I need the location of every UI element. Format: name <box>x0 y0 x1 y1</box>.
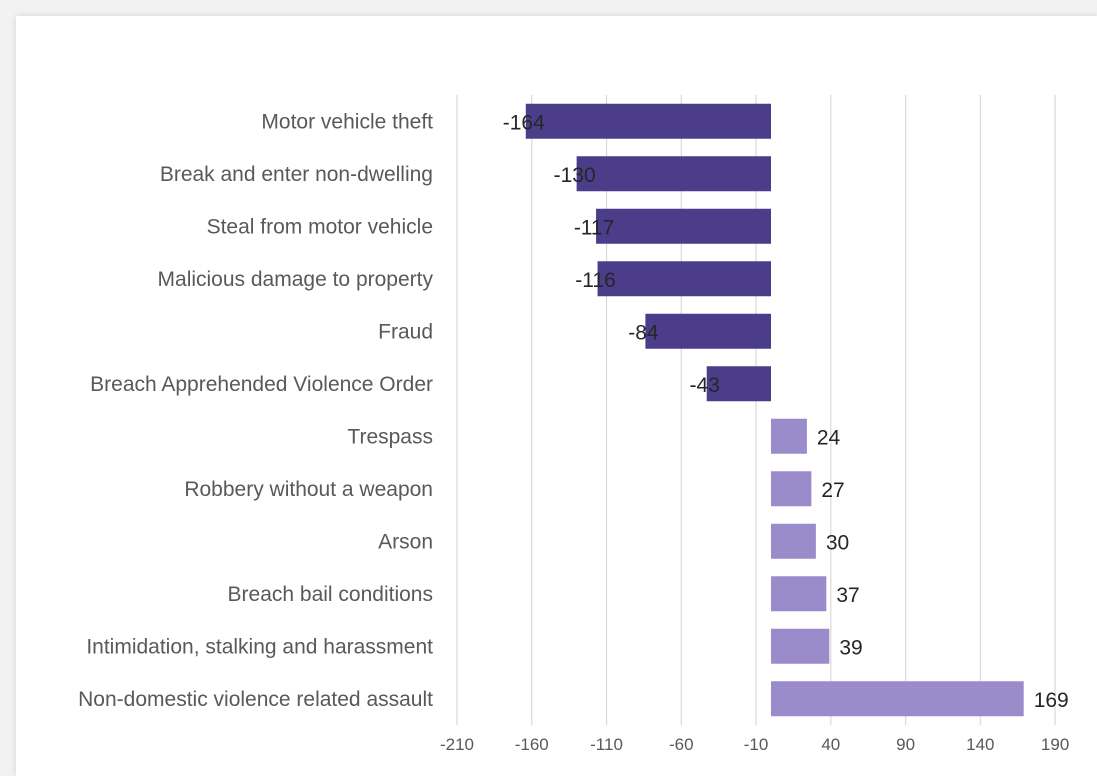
category-label: Trespass <box>347 425 433 448</box>
category-label: Break and enter non-dwelling <box>160 163 433 186</box>
gridlines <box>456 95 1056 725</box>
x-tick-label: 190 <box>1041 735 1069 754</box>
bar <box>771 523 816 559</box>
x-tick-label: 140 <box>966 735 994 754</box>
x-tick-label: 90 <box>896 735 915 754</box>
bar <box>771 628 830 664</box>
x-tick-label: -210 <box>440 735 474 754</box>
data-label: -130 <box>554 164 596 187</box>
data-label: -116 <box>575 269 615 292</box>
category-label: Robbery without a weapon <box>184 478 433 501</box>
x-tick-label: -60 <box>669 735 694 754</box>
value-labels: -164 -130 -117 -116 -84 -43 24 27 30 37 39 169 <box>503 111 1069 712</box>
x-tick-label: -10 <box>744 735 769 754</box>
data-label: 27 <box>821 479 844 502</box>
category-label: Fraud <box>378 320 433 343</box>
bar <box>771 471 812 507</box>
chart-frame <box>16 16 1097 776</box>
bar <box>771 576 827 612</box>
category-label: Arson <box>378 530 433 553</box>
category-labels: Motor vehicle theft Break and enter non-d… <box>78 110 433 711</box>
data-label: 37 <box>836 584 859 607</box>
bar <box>706 366 771 402</box>
bar <box>596 208 771 244</box>
x-axis-tick-labels: -210 -160 -110 -60 -10 40 90 140 190 <box>440 735 1069 754</box>
category-label: Breach bail conditions <box>228 583 433 606</box>
bar <box>771 681 1024 717</box>
data-label: 169 <box>1034 689 1069 712</box>
data-label: 30 <box>826 531 849 554</box>
x-tick-label: -160 <box>515 735 549 754</box>
bar <box>576 156 771 192</box>
bars <box>525 103 1024 717</box>
data-label: 39 <box>839 636 862 659</box>
bar <box>525 103 771 139</box>
data-label: -43 <box>690 374 720 397</box>
bar <box>597 261 771 297</box>
category-label: Malicious damage to property <box>158 268 434 291</box>
data-label: -117 <box>574 216 614 239</box>
category-label: Breach Apprehended Violence Order <box>90 373 433 396</box>
x-tick-label: -110 <box>590 735 623 754</box>
data-label: -84 <box>628 321 659 344</box>
category-label: Motor vehicle theft <box>261 110 433 133</box>
data-label: -164 <box>503 111 545 134</box>
bar <box>771 418 807 454</box>
category-label: Non-domestic violence related assault <box>78 688 433 711</box>
x-tick-label: 40 <box>821 735 840 754</box>
category-label: Steal from motor vehicle <box>207 215 433 238</box>
bar <box>645 313 771 349</box>
category-label: Intimidation, stalking and harassment <box>86 635 433 658</box>
data-label: 24 <box>817 426 841 449</box>
